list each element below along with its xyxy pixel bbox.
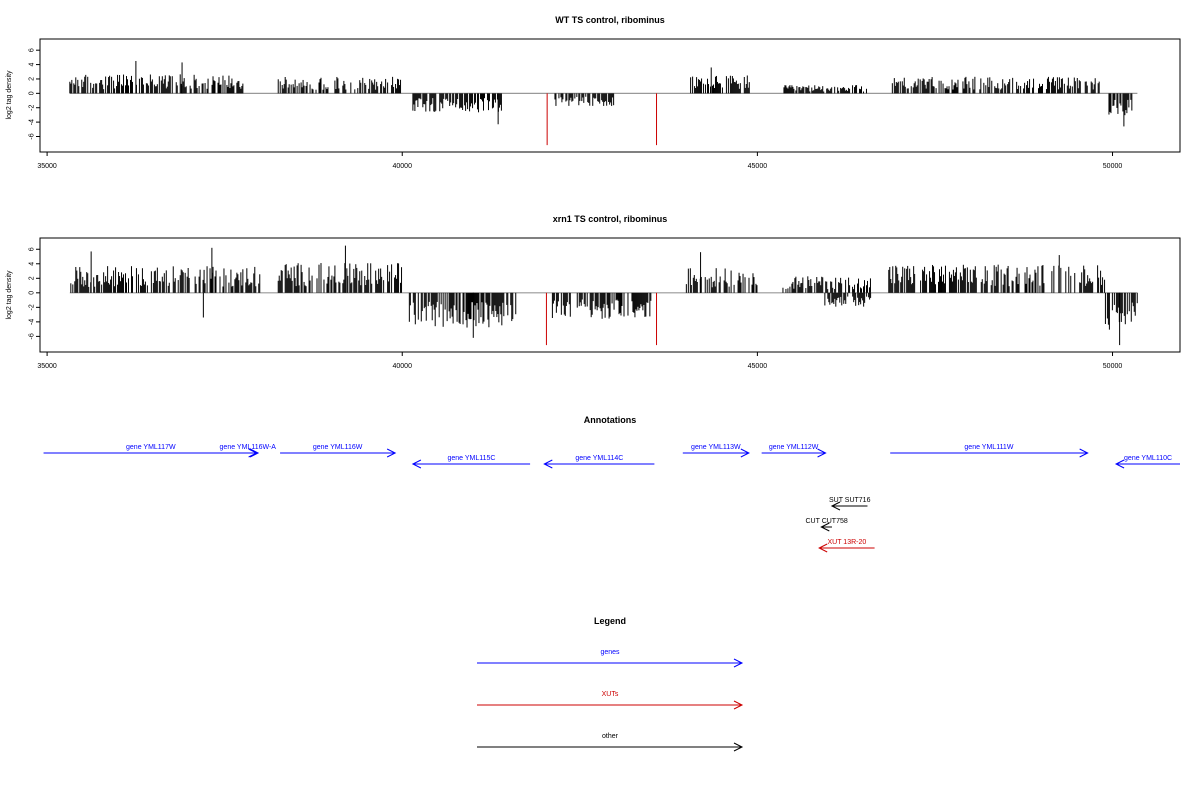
feature-arrowhead — [1079, 448, 1089, 458]
y-tick-label: 4 — [29, 63, 36, 67]
feature-label: gene YML116W-A — [220, 444, 277, 451]
y-tick-label: 0 — [29, 91, 36, 95]
plot-frame — [39, 38, 1181, 153]
x-tick-label: 50000 — [1103, 163, 1123, 170]
feature-arrowhead — [543, 459, 553, 469]
x-tick-label: 50000 — [1103, 363, 1123, 370]
feature: gene YML117W — [43, 444, 260, 458]
density-bars — [69, 245, 1138, 346]
legend-item: genes — [477, 649, 744, 668]
feature-label: SUT SUT716 — [829, 497, 871, 504]
feature-arrowhead — [820, 522, 830, 532]
y-tick-label: 4 — [29, 262, 36, 266]
x-tick-label: 35000 — [37, 363, 57, 370]
feature-label: gene YML114C — [575, 455, 623, 462]
feature: gene YML110C — [1114, 455, 1180, 469]
legend-label: other — [602, 733, 619, 740]
legend-items: genes XUTs other — [477, 649, 744, 752]
feature-label: gene YML117W — [126, 444, 176, 451]
feature-arrowhead — [1114, 459, 1125, 469]
feature: gene YML116W-A — [220, 444, 277, 458]
feature-arrowhead — [249, 448, 260, 458]
panel-title: WT TS control, ribominus — [555, 15, 665, 25]
x-tick-label: 40000 — [393, 163, 413, 170]
feature: gene YML111W — [890, 444, 1089, 458]
annotations-track: Annotations gene YML117W gene YML116W-A ge… — [43, 415, 1180, 553]
legend-arrowhead — [733, 658, 744, 668]
track-panel-wt: WT TS control, ribominus log2 tag densit… — [6, 15, 1181, 170]
y-tick-label: 0 — [29, 291, 36, 295]
legend: Legend genes XUTs other — [477, 616, 744, 752]
feature: SUT SUT716 — [829, 497, 871, 511]
feature-label: gene YML112W — [769, 444, 819, 451]
legend-arrowhead — [733, 742, 744, 752]
feature: gene YML112W — [761, 444, 827, 458]
y-axis-label: log2 tag density — [6, 70, 13, 120]
y-tick-label: -6 — [29, 133, 36, 139]
feature: gene YML114C — [543, 455, 655, 469]
density-bars — [69, 60, 1138, 146]
panel-title: xrn1 TS control, ribominus — [553, 214, 668, 224]
x-tick-label: 45000 — [748, 363, 768, 370]
y-axis: -6 -4 -2 0 2 4 6 — [29, 48, 40, 140]
feature-label: CUT CUT758 — [805, 518, 847, 525]
y-axis: -6 -4 -2 0 2 4 6 — [29, 247, 40, 340]
y-tick-label: -4 — [29, 319, 36, 325]
feature-label: gene YML116W — [313, 444, 363, 451]
feature: gene YML115C — [411, 455, 531, 469]
feature-arrowhead — [386, 448, 397, 458]
legend-item: XUTs — [477, 691, 744, 710]
feature: CUT CUT758 — [805, 518, 848, 532]
feature-arrowhead — [740, 448, 750, 458]
track-panel-xrn1: xrn1 TS control, ribominus log2 tag dens… — [6, 214, 1181, 370]
feature-label: gene YML110C — [1124, 455, 1172, 462]
feature-label: gene YML113W — [691, 444, 741, 451]
feature-arrowhead — [830, 501, 841, 511]
x-axis: 35000 40000 45000 50000 — [37, 152, 1122, 170]
feature-arrowhead — [248, 448, 258, 458]
feature-list: gene YML117W gene YML116W-A gene YML116W ge… — [43, 444, 1180, 553]
y-tick-label: 2 — [29, 276, 36, 280]
y-tick-label: -6 — [29, 333, 36, 339]
legend-item: other — [477, 733, 744, 752]
x-tick-label: 45000 — [748, 163, 768, 170]
feature-arrowhead — [411, 459, 422, 469]
feature-label: XUT 13R-20 — [827, 539, 866, 546]
y-tick-label: 2 — [29, 77, 36, 81]
legend-arrowhead — [733, 700, 744, 710]
y-axis-label: log2 tag density — [6, 270, 13, 320]
x-tick-label: 40000 — [393, 363, 413, 370]
plot-frame — [39, 237, 1181, 353]
feature-label: gene YML111W — [964, 444, 1013, 451]
legend-title: Legend — [594, 616, 626, 626]
feature: gene YML116W — [280, 444, 397, 458]
annotations-title: Annotations — [584, 415, 637, 425]
feature-arrowhead — [817, 448, 827, 458]
legend-label: genes — [600, 649, 620, 656]
y-tick-label: -2 — [29, 304, 36, 310]
feature: XUT 13R-20 — [818, 539, 875, 553]
y-tick-label: -2 — [29, 105, 36, 111]
x-tick-label: 35000 — [37, 163, 57, 170]
y-tick-label: -4 — [29, 119, 36, 125]
legend-label: XUTs — [602, 691, 619, 698]
feature-label: gene YML115C — [447, 455, 495, 462]
x-axis: 35000 40000 45000 50000 — [37, 352, 1122, 370]
y-tick-label: 6 — [29, 48, 36, 52]
y-tick-label: 6 — [29, 247, 36, 251]
feature-arrowhead — [818, 543, 828, 553]
feature: gene YML113W — [682, 444, 750, 458]
